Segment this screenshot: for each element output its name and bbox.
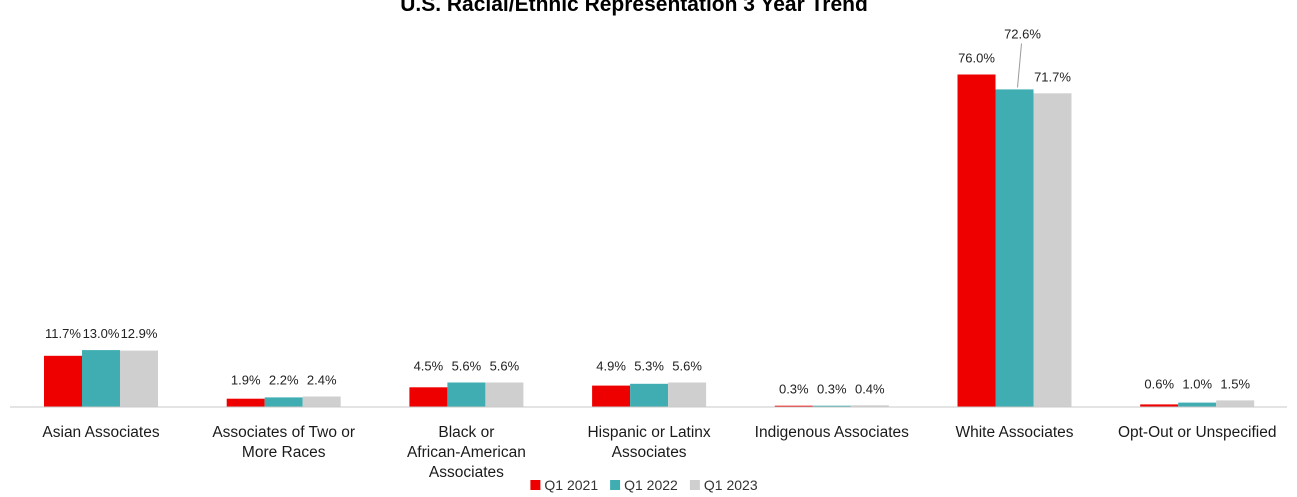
data-label-q1-2023-opt-out-or-unspecified: 1.5% bbox=[1220, 376, 1250, 391]
category-labels-layer: Asian Associates Associates of Two or More… bbox=[42, 424, 1276, 481]
data-label-q1-2021-indigenous-associates: 0.3% bbox=[779, 381, 809, 396]
bar-q1-2021-hispanic-or-latinx-associates bbox=[592, 385, 631, 407]
bar-q1-2021-black-or-african-american-associates bbox=[409, 387, 448, 407]
category-label-hispanic-or-latinx-associates-line-2: Associates bbox=[612, 444, 687, 461]
bar-q1-2023-indigenous-associates bbox=[850, 405, 889, 408]
legend-label-q1-2022: Q1 2022 bbox=[624, 477, 678, 493]
category-label-associates-of-two-or-more-races-line-1: Associates of Two or bbox=[212, 424, 355, 441]
category-label-hispanic-or-latinx-associates-line-1: Hispanic or Latinx bbox=[587, 424, 710, 441]
bar-q1-2021-asian-associates bbox=[44, 355, 82, 407]
bar-q1-2023-asian-associates bbox=[120, 350, 158, 407]
bar-q1-2022-indigenous-associates bbox=[812, 405, 851, 407]
bar-q1-2022-associates-of-two-or-more-races bbox=[264, 397, 303, 407]
bar-q1-2023-black-or-african-american-associates bbox=[485, 382, 524, 407]
data-label-q1-2021-hispanic-or-latinx-associates: 4.9% bbox=[596, 359, 626, 374]
category-label-asian-associates: Asian Associates bbox=[42, 424, 159, 441]
data-label-q1-2021-black-or-african-american-associates: 4.5% bbox=[414, 359, 444, 374]
legend-item-q1-2023: Q1 2023 bbox=[689, 477, 758, 493]
data-label-q1-2022-indigenous-associates: 0.3% bbox=[817, 381, 847, 396]
data-label-q1-2021-opt-out-or-unspecified: 0.6% bbox=[1144, 376, 1174, 391]
bar-q1-2022-white-associates bbox=[995, 89, 1034, 408]
data-label-q1-2021-associates-of-two-or-more-races: 1.9% bbox=[231, 373, 261, 388]
data-label-q1-2023-indigenous-associates: 0.4% bbox=[855, 381, 885, 396]
data-label-q1-2022-black-or-african-american-associates: 5.6% bbox=[452, 359, 482, 374]
category-label-associates-of-two-or-more-races-line-2: More Races bbox=[242, 444, 326, 461]
bar-q1-2021-opt-out-or-unspecified bbox=[1140, 404, 1179, 407]
data-label-q1-2023-associates-of-two-or-more-races: 2.4% bbox=[307, 373, 337, 388]
bar-q1-2021-associates-of-two-or-more-races bbox=[226, 398, 265, 407]
legend-label-q1-2023: Q1 2023 bbox=[704, 477, 758, 493]
category-label-opt-out-or-unspecified: Opt-Out or Unspecified bbox=[1118, 424, 1277, 441]
legend-swatch-q1-2023 bbox=[689, 480, 700, 490]
legend: Q1 2021 Q1 2022 Q1 2023 bbox=[530, 477, 758, 493]
data-label-q1-2023-white-associates: 71.7% bbox=[1034, 69, 1071, 84]
data-label-q1-2021-asian-associates: 11.7% bbox=[45, 326, 81, 341]
data-label-q1-2023-asian-associates: 12.9% bbox=[121, 326, 158, 341]
bar-q1-2022-opt-out-or-unspecified bbox=[1178, 402, 1217, 407]
category-label-black-or-african-american-associates-line-2: African-American bbox=[407, 444, 526, 461]
data-label-q1-2021-white-associates: 76.0% bbox=[958, 51, 995, 66]
data-labels-layer: 11.7% 13.0% 12.9% 1.9% 2.2% 2.4% 4.5% 5.6% 5.6% 4… bbox=[45, 26, 1250, 396]
legend-item-q1-2021: Q1 2021 bbox=[530, 477, 598, 493]
legend-item-q1-2022: Q1 2022 bbox=[610, 477, 678, 493]
legend-label-q1-2021: Q1 2021 bbox=[544, 477, 598, 493]
data-label-q1-2022-hispanic-or-latinx-associates: 5.3% bbox=[634, 359, 664, 374]
data-label-q1-2023-hispanic-or-latinx-associates: 5.6% bbox=[672, 359, 702, 374]
category-label-white-associates: White Associates bbox=[955, 424, 1073, 441]
bars-layer bbox=[44, 74, 1255, 408]
bar-q1-2023-hispanic-or-latinx-associates bbox=[668, 382, 707, 407]
data-label-q1-2022-asian-associates: 13.0% bbox=[83, 326, 120, 341]
leader-line-q1-2022-white-associates bbox=[1017, 43, 1022, 88]
bar-q1-2022-black-or-african-american-associates bbox=[447, 382, 486, 407]
legend-swatch-q1-2021 bbox=[530, 480, 541, 490]
data-label-q1-2022-white-associates: 72.6% bbox=[1004, 26, 1041, 41]
bar-q1-2021-indigenous-associates bbox=[774, 405, 813, 407]
bar-q1-2021-white-associates bbox=[957, 74, 996, 407]
data-label-q1-2022-opt-out-or-unspecified: 1.0% bbox=[1182, 376, 1212, 391]
bar-q1-2023-white-associates bbox=[1033, 93, 1072, 408]
bar-q1-2022-hispanic-or-latinx-associates bbox=[630, 383, 669, 407]
category-label-indigenous-associates: Indigenous Associates bbox=[755, 424, 909, 441]
data-label-q1-2022-associates-of-two-or-more-races: 2.2% bbox=[269, 373, 299, 388]
bar-q1-2023-opt-out-or-unspecified bbox=[1216, 400, 1255, 407]
bar-q1-2022-asian-associates bbox=[82, 350, 120, 407]
chart-title: U.S. Racial/Ethnic Representation 3 Year… bbox=[400, 0, 868, 16]
category-label-black-or-african-american-associates-line-3: Associates bbox=[429, 464, 504, 481]
bar-q1-2023-associates-of-two-or-more-races bbox=[302, 396, 341, 407]
category-label-black-or-african-american-associates-line-1: Black or bbox=[438, 424, 494, 441]
data-label-q1-2023-black-or-african-american-associates: 5.6% bbox=[490, 359, 520, 374]
legend-swatch-q1-2022 bbox=[610, 480, 621, 490]
